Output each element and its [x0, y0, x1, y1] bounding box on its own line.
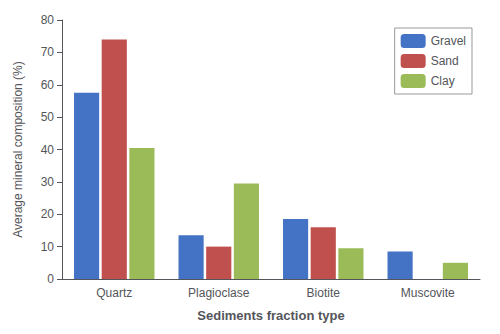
svg-text:30: 30 [41, 175, 55, 189]
svg-text:Muscovite: Muscovite [401, 286, 455, 300]
svg-text:40: 40 [41, 143, 55, 157]
svg-text:80: 80 [41, 13, 55, 27]
svg-text:Quartz: Quartz [96, 286, 132, 300]
svg-text:Biotite: Biotite [307, 286, 341, 300]
svg-text:60: 60 [41, 78, 55, 92]
svg-text:Clay: Clay [431, 74, 455, 88]
svg-text:Gravel: Gravel [431, 34, 466, 48]
svg-text:50: 50 [41, 110, 55, 124]
svg-text:Sand: Sand [431, 54, 459, 68]
svg-text:70: 70 [41, 45, 55, 59]
svg-text:Sediments fraction type: Sediments fraction type [197, 308, 344, 323]
svg-text:0: 0 [47, 272, 54, 286]
svg-text:Plagioclase: Plagioclase [188, 286, 250, 300]
svg-text:20: 20 [41, 207, 55, 221]
svg-text:10: 10 [41, 240, 55, 254]
svg-text:Average mineral composition (%: Average mineral composition (%) [11, 61, 25, 238]
